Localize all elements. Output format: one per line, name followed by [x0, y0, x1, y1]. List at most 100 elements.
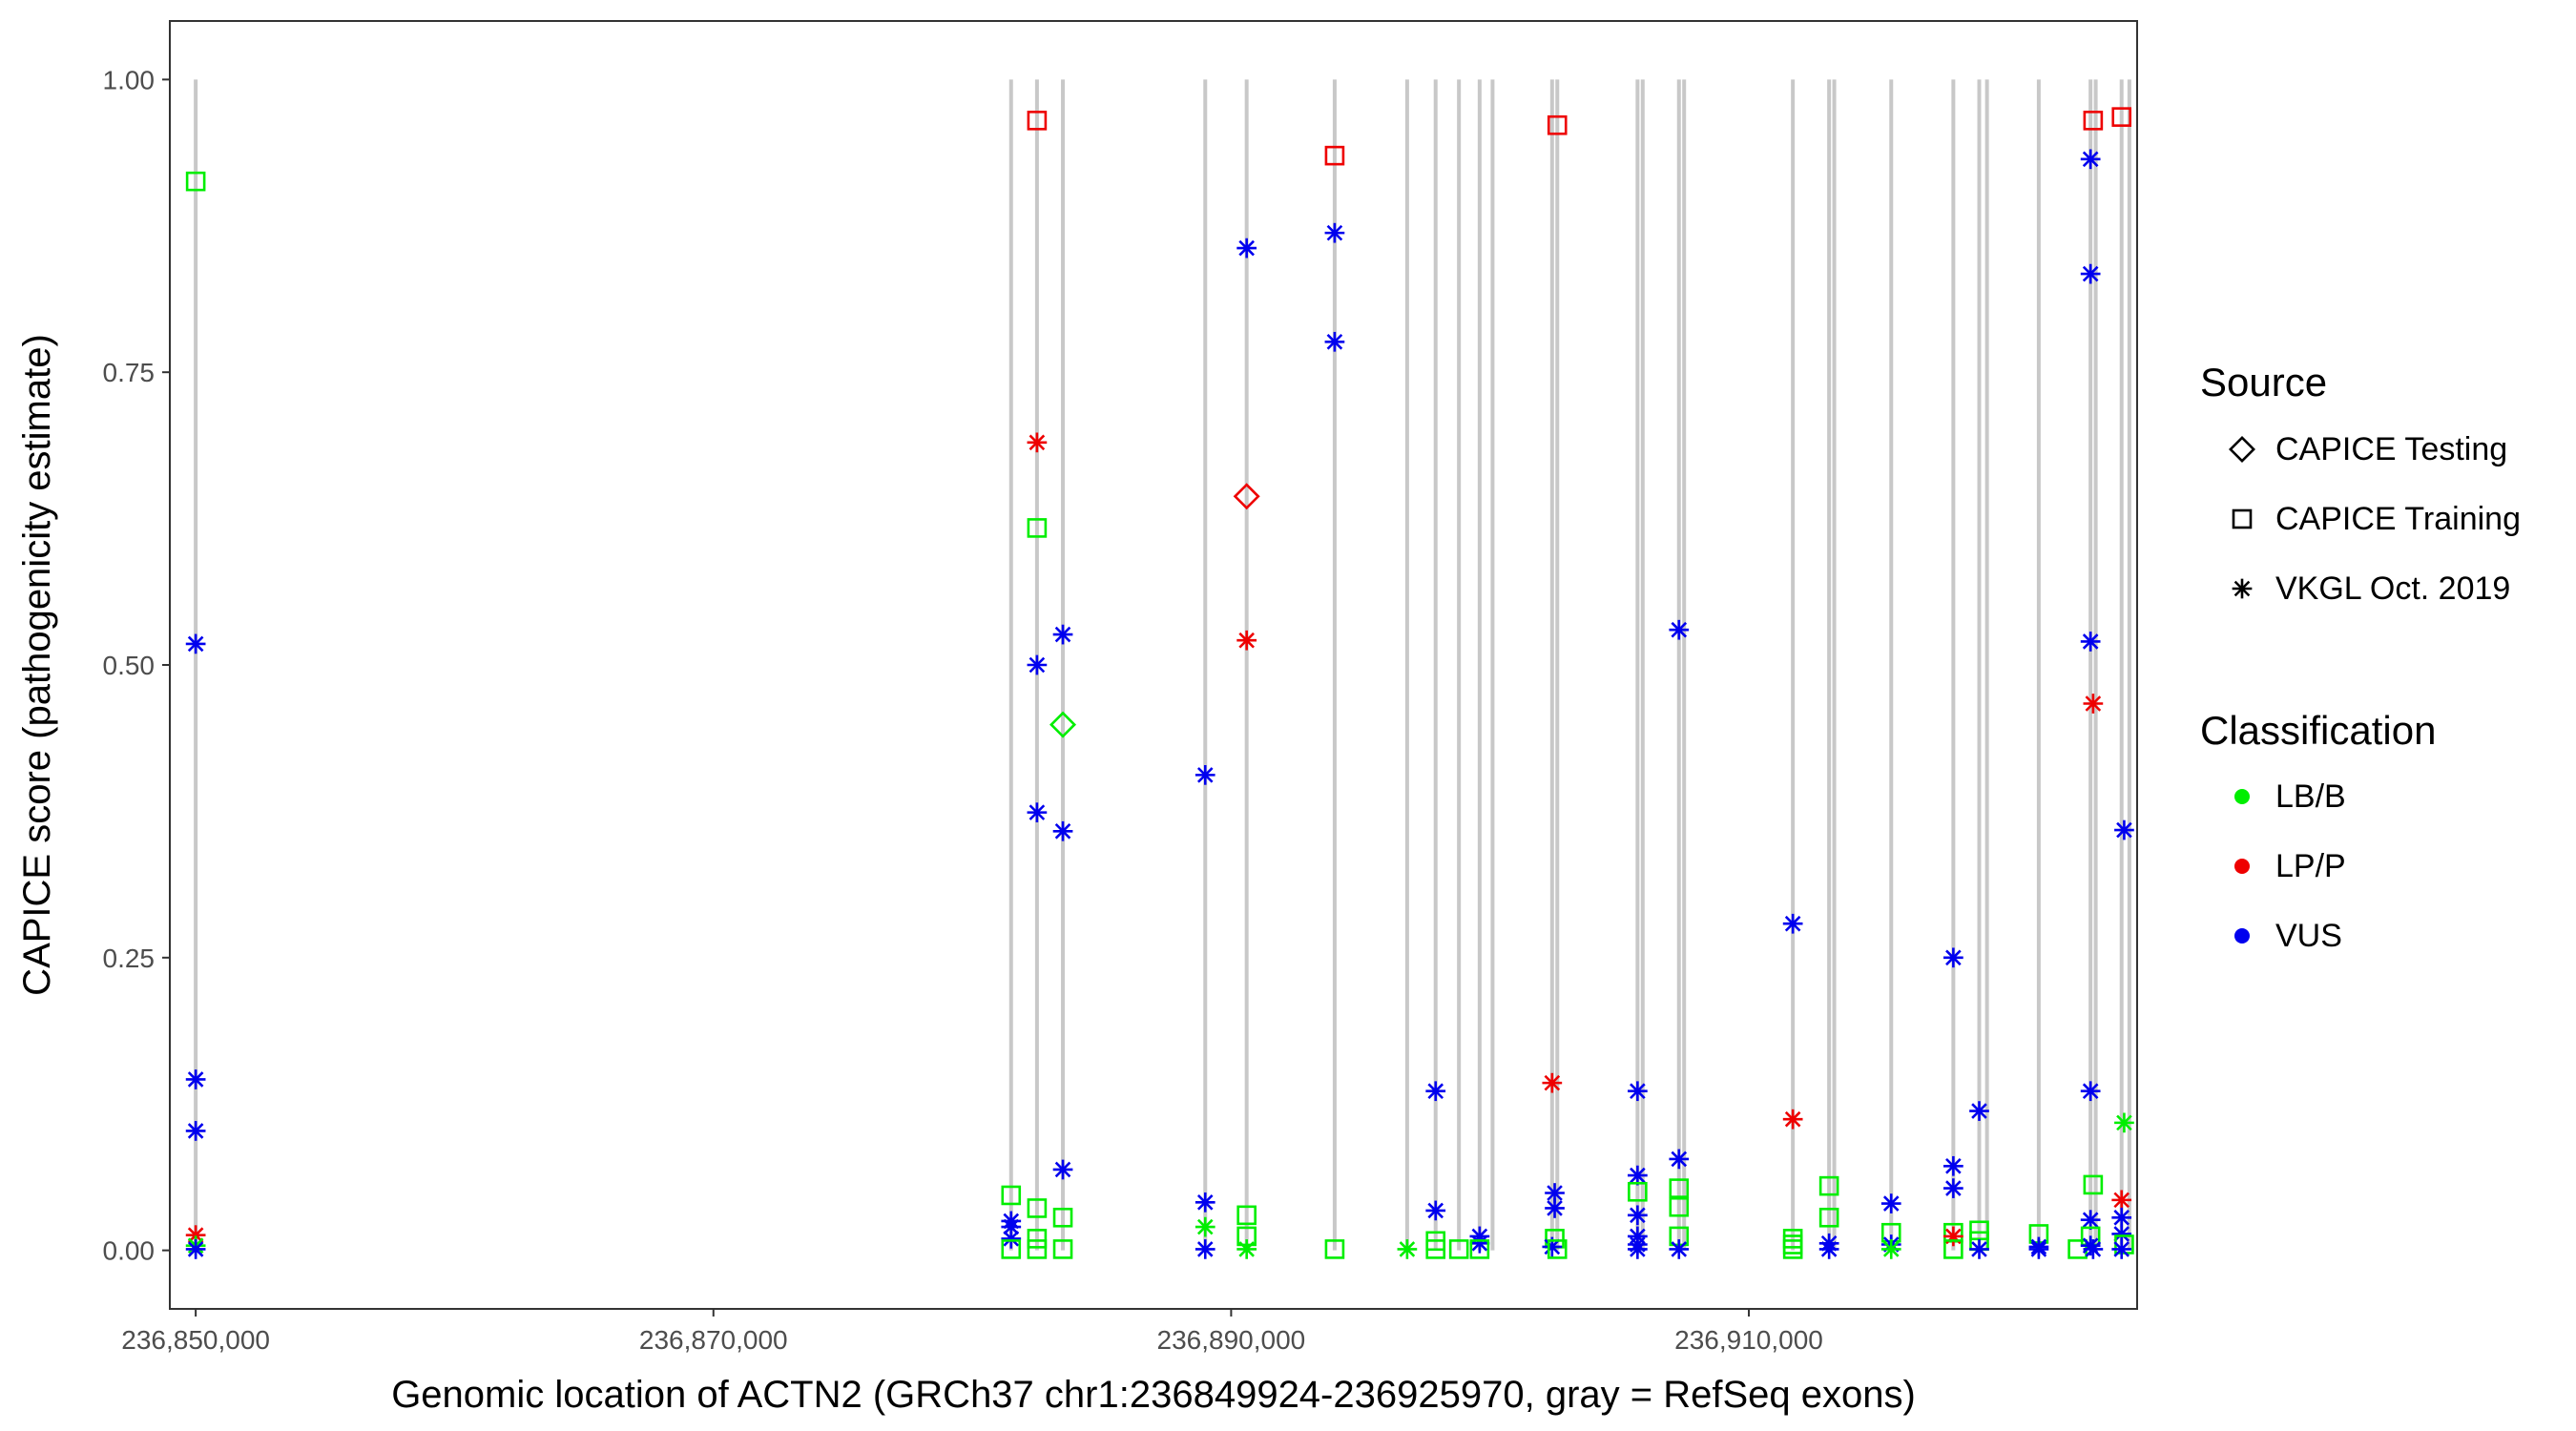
data-point-70 [1782, 1109, 1803, 1130]
data-point-110 [2111, 1190, 2132, 1211]
data-point-30 [1236, 238, 1257, 259]
data-point-11 [1001, 1239, 1022, 1259]
data-point-28 [1195, 1216, 1215, 1237]
legend-title-source: Source [2200, 360, 2327, 404]
data-point-106 [2083, 1239, 2104, 1259]
data-point-87 [1943, 1239, 1963, 1259]
data-point-100 [2080, 1210, 2101, 1231]
data-points [185, 107, 2134, 1259]
data-point-33 [1236, 1205, 1257, 1226]
legend-key-diamond [2229, 436, 2255, 463]
data-point-81 [1880, 1239, 1901, 1259]
data-point-109 [2114, 1112, 2134, 1133]
data-point-68 [1669, 1239, 1690, 1259]
data-point-49 [1542, 1072, 1563, 1093]
x-tick-label-2: 236,890,000 [1157, 1325, 1306, 1355]
data-point-47 [1469, 1233, 1490, 1254]
data-point-69 [1782, 913, 1803, 934]
data-point-21 [1049, 711, 1077, 738]
data-point-7 [1001, 1185, 1022, 1206]
data-point-14 [1027, 518, 1048, 538]
axes: 236,850,000 236,870,000 236,890,000 236,910… [103, 65, 1823, 1355]
data-point-1 [185, 633, 206, 654]
legend: Source CAPICE Testing CAPICE Training VK… [2200, 360, 2521, 954]
data-point-48 [1469, 1239, 1490, 1259]
data-point-24 [1052, 1207, 1073, 1228]
data-point-91 [1969, 1239, 1989, 1259]
data-point-96 [2080, 149, 2101, 170]
data-point-13 [1027, 432, 1048, 453]
data-point-88 [1969, 1101, 1989, 1121]
data-point-45 [1448, 1239, 1469, 1259]
data-point-114 [2111, 1239, 2132, 1259]
data-point-105 [2083, 1174, 2104, 1195]
data-point-65 [1669, 1178, 1690, 1198]
data-point-107 [2111, 107, 2132, 127]
data-point-29 [1195, 1239, 1215, 1259]
data-point-9 [1001, 1216, 1022, 1237]
data-point-63 [1669, 619, 1690, 640]
data-point-38 [1324, 331, 1345, 352]
legend-title-classification: Classification [2200, 708, 2436, 753]
data-point-17 [1027, 1198, 1048, 1218]
data-point-89 [1969, 1220, 1989, 1241]
y-tick-label-3: 0.75 [103, 358, 156, 387]
y-tick-label-0: 0.00 [103, 1236, 156, 1266]
legend-label-vus: VUS [2275, 918, 2342, 954]
data-point-78 [1880, 1193, 1901, 1213]
data-point-0 [185, 171, 206, 192]
data-point-50 [1545, 1183, 1565, 1203]
data-point-73 [1782, 1239, 1803, 1259]
data-point-3 [185, 1121, 206, 1141]
x-tick-label-0: 236,850,000 [121, 1325, 270, 1355]
data-point-84 [1943, 1178, 1963, 1198]
data-point-42 [1425, 1200, 1446, 1221]
data-point-98 [2080, 632, 2101, 652]
data-point-62 [1628, 1239, 1648, 1259]
data-point-16 [1027, 802, 1048, 822]
legend-label-capice-testing: CAPICE Testing [2275, 431, 2507, 467]
data-point-39 [1324, 1239, 1345, 1259]
legend-label-vkgl: VKGL Oct. 2019 [2275, 570, 2510, 607]
data-point-12 [1027, 111, 1048, 131]
legend-label-capice-training: CAPICE Training [2275, 501, 2521, 537]
data-point-27 [1195, 1192, 1215, 1213]
data-point-2 [185, 1069, 206, 1089]
legend-label-lb-b: LB/B [2275, 778, 2346, 815]
legend-label-lp-p: LP/P [2275, 848, 2346, 884]
y-tick-label-1: 0.25 [103, 944, 156, 973]
y-tick-label-4: 1.00 [103, 65, 156, 94]
data-point-58 [1628, 1181, 1648, 1202]
data-point-44 [1425, 1239, 1446, 1259]
data-point-56 [1628, 1081, 1648, 1102]
data-point-74 [1818, 1175, 1839, 1196]
exon-lines [194, 79, 2131, 1251]
data-point-104 [2083, 694, 2104, 714]
data-point-35 [1236, 1239, 1257, 1259]
x-tick-label-3: 236,910,000 [1674, 1325, 1823, 1355]
data-point-26 [1195, 765, 1215, 785]
x-tick-label-1: 236,870,000 [639, 1325, 788, 1355]
data-point-75 [1818, 1207, 1839, 1228]
y-axis-title: CAPICE score (pathogenicity estimate) [16, 334, 58, 996]
data-point-94 [2028, 1239, 2049, 1259]
data-point-36 [1324, 145, 1345, 166]
data-point-37 [1324, 222, 1345, 243]
data-point-103 [2083, 111, 2104, 131]
data-point-23 [1052, 1159, 1073, 1180]
data-point-22 [1052, 820, 1073, 841]
x-axis-title: Genomic location of ACTN2 (GRCh37 chr1:2… [391, 1374, 1916, 1416]
legend-key-asterisk [2232, 578, 2253, 599]
legend-key-lp-p [2234, 859, 2250, 874]
data-point-83 [1943, 1155, 1963, 1176]
legend-key-square [2232, 508, 2253, 529]
data-point-77 [1818, 1239, 1839, 1259]
y-tick-label-2: 0.50 [103, 651, 156, 680]
data-point-19 [1027, 1239, 1048, 1259]
data-point-66 [1669, 1196, 1690, 1217]
legend-key-vus [2234, 928, 2250, 944]
data-point-20 [1052, 624, 1073, 645]
data-point-97 [2080, 263, 2101, 284]
